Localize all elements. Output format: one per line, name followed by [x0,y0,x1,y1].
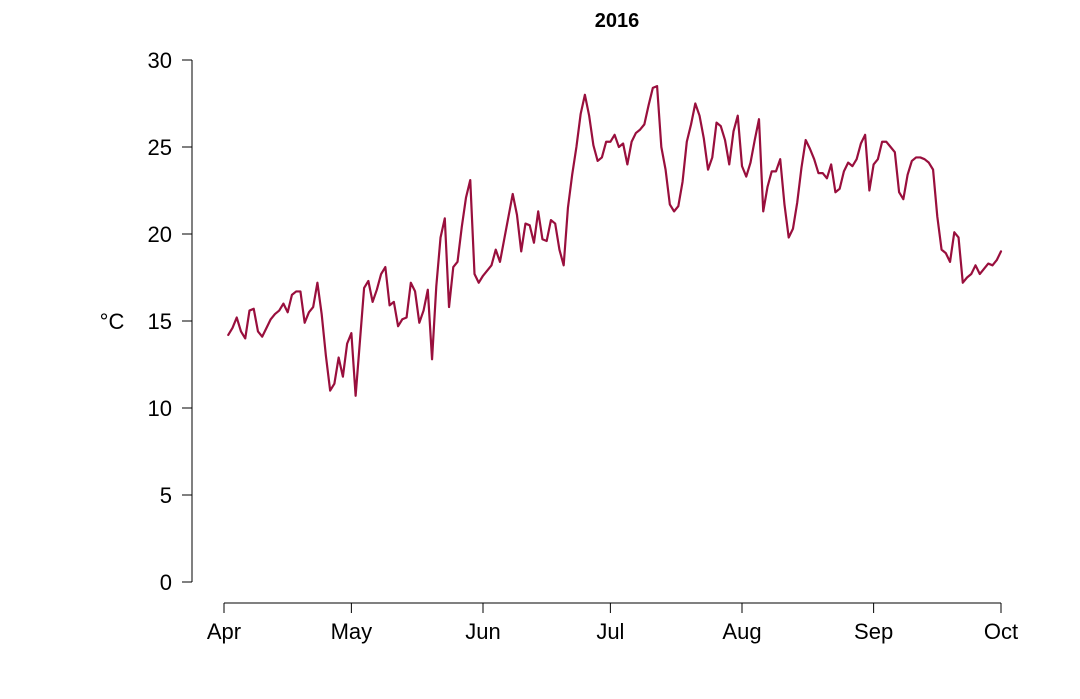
y-axis-ticks: 0 5 10 15 20 25 30 [148,48,192,595]
y-tick-label: 0 [160,570,172,595]
y-axis-label: °C [100,309,125,334]
x-tick-label: May [331,619,373,644]
y-tick-label: 20 [148,222,172,247]
y-tick-label: 10 [148,396,172,421]
y-tick-label: 5 [160,483,172,508]
x-tick-label: Sep [854,619,893,644]
x-tick-label: Jul [596,619,624,644]
temperature-series-line [227,85,1003,397]
x-axis-ticks: Apr May Jun Jul Aug Sep Oct [207,603,1018,644]
x-tick-label: Oct [984,619,1018,644]
y-tick-label: 15 [148,309,172,334]
x-tick-label: Jun [465,619,500,644]
y-tick-label: 30 [148,48,172,73]
x-tick-label: Apr [207,619,241,644]
x-tick-label: Aug [722,619,761,644]
y-tick-label: 25 [148,135,172,160]
chart-title: 2016 [595,10,640,32]
